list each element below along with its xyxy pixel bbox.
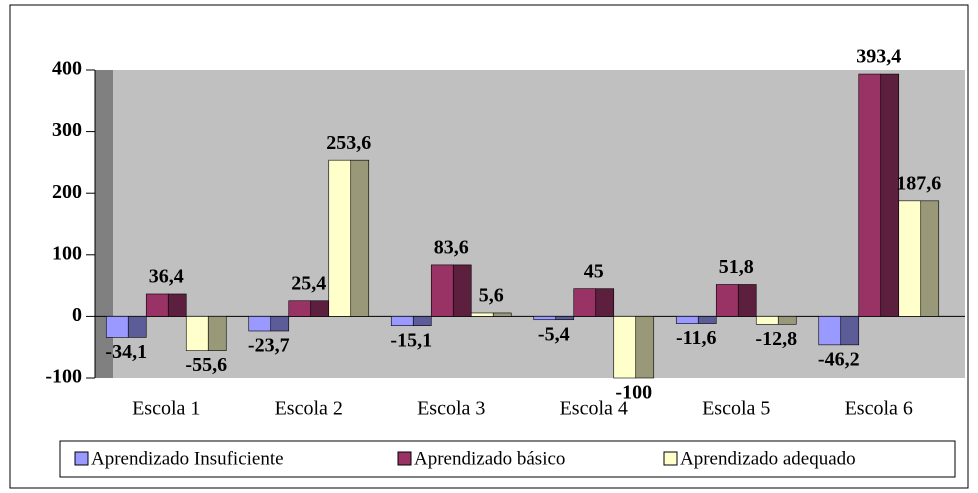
- legend-swatch: [74, 451, 89, 466]
- bar: [533, 316, 557, 321]
- legend-label: Aprendizado Insuficiente: [91, 448, 284, 469]
- bar: [185, 316, 209, 351]
- legend-label: Aprendizado básico: [414, 448, 565, 469]
- bar-side: [350, 159, 370, 317]
- bar-side: [697, 316, 717, 324]
- value-label: 253,6: [326, 132, 371, 154]
- value-label: -11,6: [676, 327, 717, 349]
- bar: [248, 316, 272, 332]
- bar-side: [595, 288, 615, 317]
- value-label: 393,4: [856, 46, 901, 68]
- bar-side: [452, 264, 472, 317]
- value-label: -15,1: [390, 329, 432, 351]
- bar: [715, 284, 739, 317]
- value-label: 45: [584, 260, 604, 282]
- value-label: -12,8: [755, 328, 797, 350]
- legend-swatch: [397, 451, 412, 466]
- plot-wall-side: [95, 70, 113, 378]
- bar-side: [840, 316, 860, 346]
- value-label: 51,8: [719, 256, 754, 278]
- x-tick-label: Escola 1: [132, 398, 200, 420]
- bar-side: [555, 316, 575, 321]
- x-tick-label: Escola 6: [845, 398, 913, 420]
- value-label: 187,6: [896, 172, 941, 194]
- legend-box: [59, 440, 956, 478]
- x-tick-label: Escola 3: [417, 398, 485, 420]
- value-label: -55,6: [185, 354, 227, 376]
- y-tick-label: 300: [52, 119, 82, 141]
- bar-side: [412, 316, 432, 327]
- bar-side: [777, 316, 797, 325]
- bar: [328, 159, 352, 317]
- legend-label: Aprendizado adequado: [680, 448, 856, 469]
- value-label: -100: [615, 382, 652, 404]
- bar: [573, 288, 597, 317]
- y-tick-label: 200: [52, 181, 82, 203]
- y-tick-label: 0: [72, 304, 82, 326]
- bar: [430, 264, 454, 317]
- value-label: -23,7: [248, 335, 290, 357]
- x-tick-label: Escola 5: [702, 398, 770, 420]
- bar: [613, 316, 637, 379]
- bar-side: [127, 316, 147, 338]
- x-tick-label: Escola 4: [560, 398, 628, 420]
- bar-side: [920, 200, 940, 317]
- value-label: 25,4: [291, 272, 326, 294]
- value-label: 5,6: [479, 285, 504, 307]
- bar: [675, 316, 699, 324]
- bar: [145, 293, 169, 317]
- y-tick-label: 100: [52, 242, 82, 264]
- bar: [755, 316, 779, 325]
- bar: [105, 316, 129, 338]
- bar-side: [880, 73, 900, 317]
- bar-side: [270, 316, 290, 332]
- bar-side: [492, 312, 512, 317]
- bar: [818, 316, 842, 346]
- legend-swatch: [663, 451, 678, 466]
- value-label: -46,2: [818, 348, 860, 370]
- bar-side: [737, 284, 757, 317]
- bar-side: [310, 300, 330, 317]
- bar-side: [167, 293, 187, 317]
- bar-side: [207, 316, 227, 351]
- x-tick-label: Escola 2: [275, 398, 343, 420]
- value-label: -5,4: [538, 323, 570, 345]
- bar: [858, 73, 882, 317]
- bar: [470, 312, 494, 317]
- value-label: -34,1: [105, 341, 147, 363]
- bar: [898, 200, 922, 317]
- value-label: 36,4: [149, 266, 184, 288]
- y-tick-label: 400: [52, 58, 82, 80]
- bar: [288, 300, 312, 317]
- value-label: 83,6: [434, 236, 469, 258]
- bar: [390, 316, 414, 327]
- y-tick-label: -100: [45, 366, 82, 388]
- bar-side: [635, 316, 655, 379]
